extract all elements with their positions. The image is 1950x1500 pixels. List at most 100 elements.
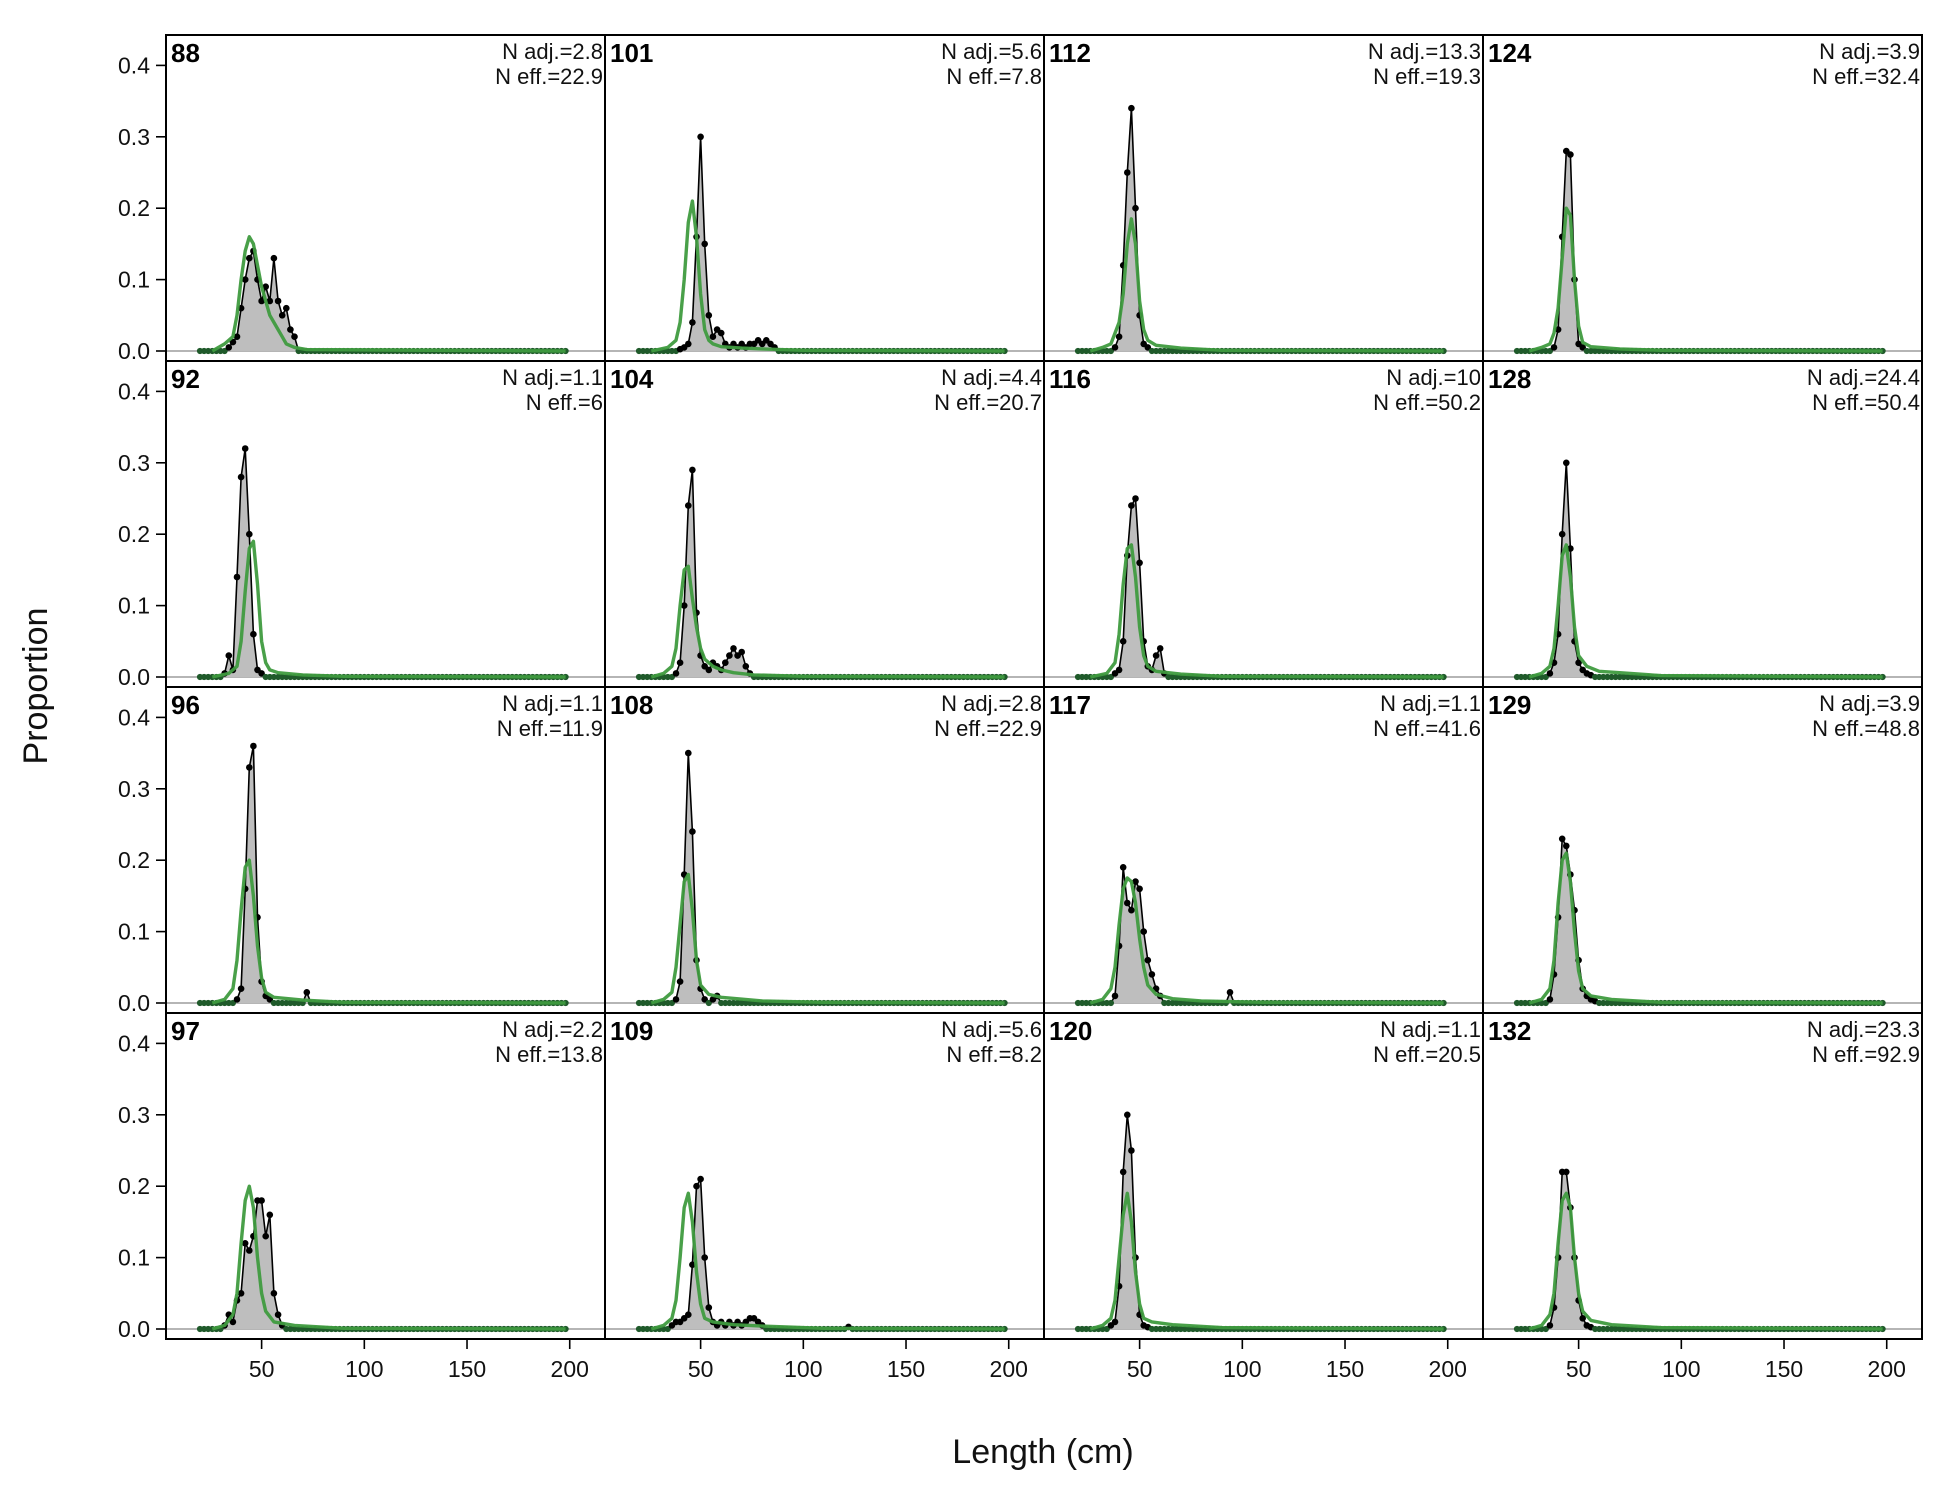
observed-point [705,1304,713,1311]
panel-label: 129 [1488,690,1531,720]
expected-line [1528,851,1883,1005]
observed-point [1128,906,1135,914]
x-tick-label: 200 [1429,1356,1467,1382]
observed-point [689,828,696,835]
observed-point [1119,1168,1127,1176]
panel: 92 N adj.=1.1N eff.=6 0.0 0.1 0.2 0.3 0.4 [118,360,606,690]
expected-line [650,1191,1005,1331]
observed-point [705,666,713,674]
observed-point [1124,899,1131,907]
panel: 112 N adj.=13.3N eff.=19.3 [1043,34,1484,362]
observed-point [258,670,265,677]
n-eff-label: N eff.=19.3 [1373,64,1481,89]
observed-point [225,652,233,659]
observed-point [1124,1111,1131,1119]
n-adj-label: N adj.=3.9 [1819,691,1920,716]
x-tick-label: 100 [1662,1356,1700,1382]
panel: 109 N adj.=5.6N eff.=8.2 50 100 150 200 [604,1012,1045,1382]
observed-point [1558,835,1566,843]
observed-point [726,652,733,659]
panel-label: 104 [610,364,654,394]
observed-point [1579,344,1586,351]
observed-point [1546,670,1554,677]
observed-area [220,448,266,677]
n-adj-label: N adj.=1.1 [1380,691,1481,716]
observed-point [676,659,684,666]
observed-point [1115,666,1123,674]
panel-label: 128 [1488,364,1531,394]
x-tick-label: 150 [1326,1356,1364,1382]
observed-point [1558,530,1566,538]
observed-point [672,670,680,677]
y-tick-label: 0.3 [118,124,150,150]
x-tick-label: 100 [784,1356,822,1382]
observed-point [237,985,245,992]
observed-point [250,742,257,750]
n-eff-label: N eff.=13.8 [495,1042,603,1067]
observed-point [1111,992,1119,1000]
observed-area [1110,498,1169,677]
observed-point [1111,1318,1119,1326]
y-tick-label: 0.3 [118,1102,150,1128]
y-tick-label: 0.2 [118,521,150,547]
expected-line [1528,206,1883,353]
x-tick-label: 150 [1765,1356,1803,1382]
observed-point [717,329,725,337]
n-adj-label: N adj.=5.6 [941,39,1042,64]
observed-point [1563,842,1570,850]
n-adj-label: N adj.=1.1 [502,691,603,716]
panel-label: 120 [1049,1016,1092,1046]
n-adj-label: N adj.=2.8 [502,39,603,64]
observed-point [1128,502,1135,509]
observed-point [262,283,270,291]
panel-label: 132 [1488,1016,1531,1046]
x-tick-label: 200 [1868,1356,1906,1382]
n-adj-label: N adj.=13.3 [1368,39,1481,64]
panel-label: 92 [171,364,200,394]
panel: 104 N adj.=4.4N eff.=20.7 [604,360,1045,688]
y-tick-label: 0.1 [118,1245,150,1271]
observed-point [1119,638,1127,645]
observed-point [676,978,684,985]
observed-area [232,746,311,1003]
n-adj-label: N adj.=1.1 [502,365,603,390]
n-eff-label: N eff.=50.2 [1373,390,1481,415]
n-adj-label: N adj.=24.4 [1807,365,1920,390]
observed-point [722,659,729,666]
x-tick-label: 200 [551,1356,589,1382]
panel-label: 108 [610,690,653,720]
x-tick-label: 200 [990,1356,1028,1382]
observed-point [233,573,241,581]
observed-point [241,276,249,283]
observed-point [287,326,294,333]
observed-point [1128,104,1135,112]
observed-point [1124,169,1131,176]
observed-area [1545,1171,1596,1329]
observed-point [705,312,713,319]
expected-line [1528,543,1883,679]
x-tick-label: 50 [1127,1356,1153,1382]
observed-point [237,1290,245,1297]
y-tick-label: 0.2 [118,847,150,873]
observed-point [1152,652,1160,659]
expected-line [650,872,1005,1005]
observed-point [685,1311,692,1318]
observed-area [1549,151,1587,351]
observed-point [270,254,278,262]
observed-point [246,1247,253,1254]
y-tick-label: 0.2 [118,1173,150,1199]
panel-label: 88 [171,38,200,68]
x-tick-label: 150 [887,1356,925,1382]
y-axis-title: Proportion [17,608,55,765]
observed-point [225,344,233,351]
n-eff-label: N eff.=32.4 [1812,64,1920,89]
observed-point [1140,928,1147,935]
observed-point [701,996,708,1003]
panel: 117 N adj.=1.1N eff.=41.6 [1043,686,1484,1014]
observed-point [701,1254,708,1261]
observed-point [283,304,290,312]
x-tick-label: 50 [688,1356,714,1382]
observed-point [262,1232,270,1240]
panel-label: 116 [1049,364,1091,394]
observed-point [1567,151,1574,158]
